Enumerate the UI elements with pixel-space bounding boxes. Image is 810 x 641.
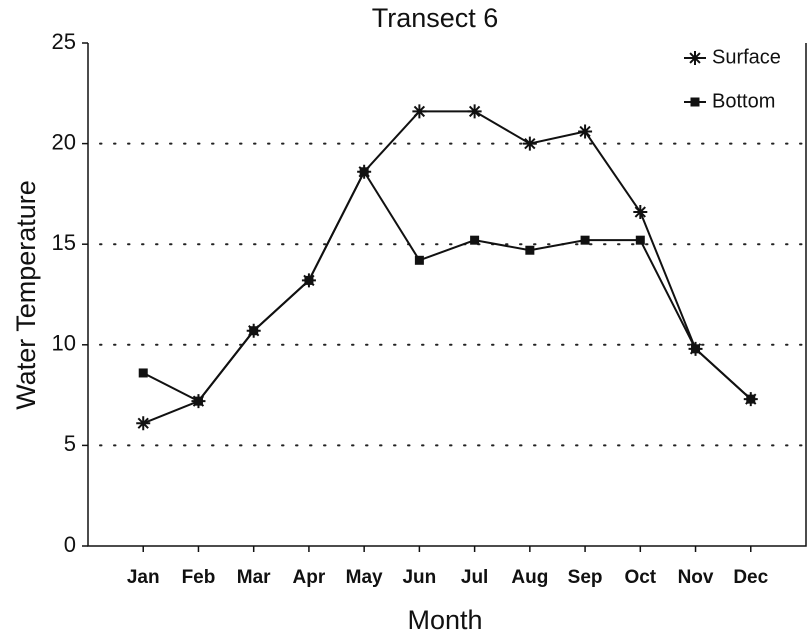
y-tick-label: 20 — [52, 129, 76, 154]
y-tick-label: 10 — [52, 331, 76, 356]
data-point — [249, 326, 259, 336]
series-line — [142, 169, 752, 403]
x-tick-label: Mar — [237, 567, 271, 588]
data-point — [635, 235, 645, 245]
data-point — [522, 136, 537, 151]
x-tick-label: Nov — [678, 567, 714, 588]
x-tick-label: Jul — [461, 567, 488, 588]
x-tick-label: Jun — [402, 567, 436, 588]
data-point — [691, 344, 701, 354]
y-tick-label: 25 — [52, 29, 76, 54]
x-tick-label: May — [346, 567, 383, 588]
data-point — [136, 416, 151, 431]
legend-label: Surface — [712, 46, 781, 68]
data-point — [467, 104, 482, 119]
x-tick-label: Sep — [568, 567, 603, 588]
data-point — [746, 394, 756, 404]
y-tick-label: 5 — [64, 431, 76, 456]
legend-marker — [690, 97, 700, 107]
x-tick-label: Jan — [127, 567, 160, 588]
data-point — [470, 235, 480, 245]
series-line — [142, 110, 752, 425]
x-tick-label: Oct — [624, 567, 656, 588]
x-tick-label: Feb — [182, 567, 216, 588]
data-point — [578, 124, 593, 139]
y-tick-label: 15 — [52, 230, 76, 255]
data-point — [193, 396, 203, 406]
x-tick-label: Dec — [733, 567, 768, 588]
data-point — [414, 255, 424, 265]
x-tick-label: Aug — [511, 567, 548, 588]
y-tick-label: 0 — [64, 532, 76, 557]
plot-frame — [87, 43, 807, 547]
x-tick-label: Apr — [293, 567, 326, 588]
data-point — [412, 104, 427, 119]
data-point — [525, 245, 535, 255]
data-point — [304, 275, 314, 285]
data-point — [359, 167, 369, 177]
y-axis-label: Water Temperature — [11, 180, 41, 410]
data-point — [633, 205, 648, 220]
data-point — [580, 235, 590, 245]
legend-marker — [688, 51, 702, 65]
chart-title: Transect 6 — [372, 3, 499, 33]
legend-label: Bottom — [712, 90, 775, 112]
data-point — [138, 368, 148, 378]
x-axis-label: Month — [407, 605, 482, 635]
